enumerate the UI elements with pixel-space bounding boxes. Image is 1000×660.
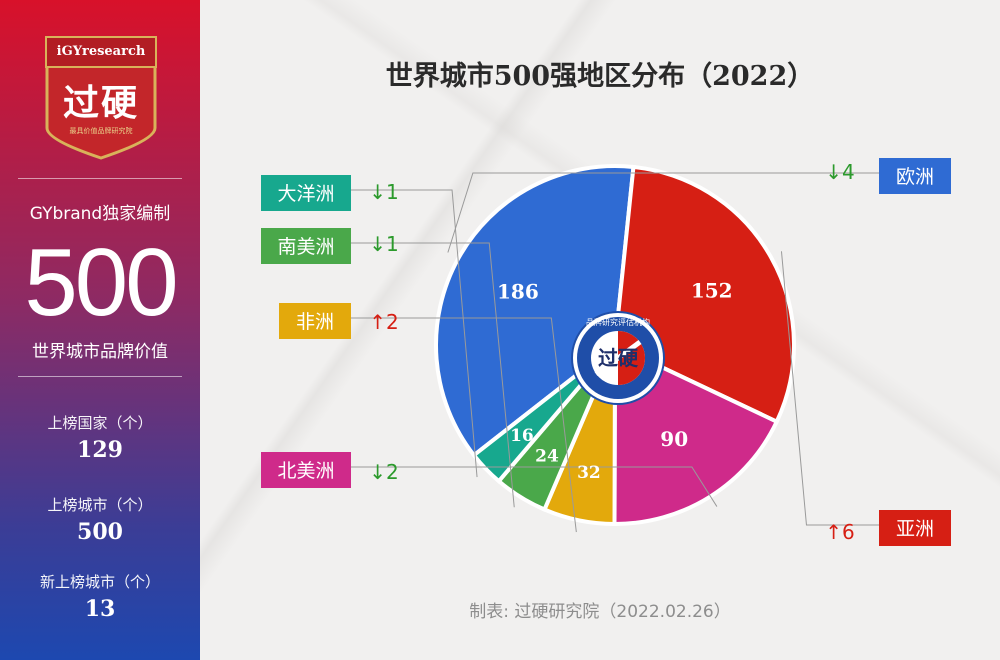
data-label-north-america: 90 — [660, 427, 688, 451]
change-label-asia: ↑6 — [825, 520, 854, 544]
change-label-oceania: ↓1 — [369, 180, 398, 204]
brand-line: GYbrand独家编制 — [29, 204, 171, 224]
change-label-europe: ↓4 — [825, 160, 854, 184]
leader-line-north-america — [351, 466, 718, 507]
logo-top-text: iGYresearch — [45, 36, 157, 68]
leader-line-south-america — [351, 242, 515, 508]
stat-value-new-cities: 13 — [84, 596, 116, 622]
stat-value-cities: 500 — [77, 519, 123, 545]
data-label-asia: 152 — [691, 279, 733, 303]
label-box-south-america — [261, 228, 351, 264]
seal-main-text: 过硬 — [598, 346, 639, 370]
label-box-north-america — [261, 452, 351, 488]
data-label-oceania: 16 — [510, 426, 534, 446]
stat-label-cities: 上榜城市（个） — [47, 496, 153, 514]
leader-line-europe — [447, 172, 879, 253]
change-label-north-america: ↓2 — [369, 460, 398, 484]
big-label: 世界城市品牌价值 — [32, 342, 168, 362]
divider — [18, 376, 182, 377]
gy-logo-badge: iGYresearch 过硬 最具价值品牌研究院 — [45, 36, 157, 160]
slice-label-south-america: 南美洲 — [277, 236, 334, 258]
leader-line-oceania — [351, 189, 478, 478]
label-box-africa — [279, 303, 351, 339]
label-box-oceania — [261, 175, 351, 211]
slice-label-europe: 欧洲 — [896, 166, 934, 188]
divider — [18, 178, 182, 179]
change-label-africa: ↑2 — [369, 310, 398, 334]
slice-label-asia: 亚洲 — [896, 518, 934, 540]
chart-title: 世界城市500强地区分布（2022） — [385, 61, 815, 92]
shield-icon — [45, 66, 157, 160]
big-number: 500 — [24, 229, 178, 336]
slice-label-north-america: 北美洲 — [277, 460, 334, 482]
footer-source: 制表: 过硬研究院（2022.02.26） — [469, 602, 731, 622]
slice-label-oceania: 大洋洲 — [277, 183, 334, 205]
logo-main-text: 过硬 — [62, 82, 139, 124]
data-label-africa: 32 — [577, 463, 601, 483]
data-label-south-america: 24 — [535, 446, 559, 466]
stat-value-countries: 129 — [77, 437, 123, 463]
seal-ring-text: 品牌研究评估机构 — [586, 317, 650, 327]
leader-line-asia — [780, 251, 879, 526]
label-box-europe — [879, 158, 951, 194]
sidebar: iGYresearch 过硬 最具价值品牌研究院 GYbrand独家编制 500… — [0, 0, 200, 660]
leader-line-africa — [351, 317, 577, 533]
center-seal: 过硬 品牌研究评估机构 — [571, 311, 665, 405]
change-label-south-america: ↓1 — [369, 232, 398, 256]
stat-label-countries: 上榜国家（个） — [47, 414, 153, 432]
logo-sub-text: 最具价值品牌研究院 — [69, 127, 133, 135]
data-label-europe: 186 — [497, 279, 539, 303]
slice-label-africa: 非洲 — [296, 311, 334, 333]
label-box-asia — [879, 510, 951, 546]
stat-label-new-cities: 新上榜城市（个） — [39, 573, 160, 591]
